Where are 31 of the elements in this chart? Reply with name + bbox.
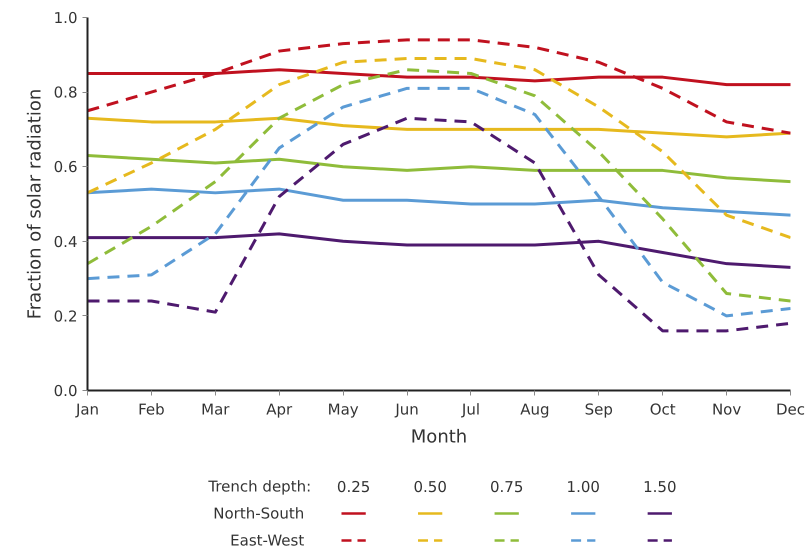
y-tick-label: 0.8 (54, 84, 78, 102)
y-tick-label: 0.2 (54, 307, 78, 326)
y-tick-label: 1.0 (54, 9, 78, 27)
y-axis-title: Fraction of solar radiation (24, 88, 46, 320)
x-axis-title: Month (410, 426, 468, 448)
y-tick-label: 0.6 (54, 158, 78, 176)
x-tick-label: Jan (74, 400, 100, 418)
x-tick-label: Dec (776, 400, 806, 418)
x-tick-label: Jun (394, 400, 419, 418)
x-tick-label: Nov (712, 400, 742, 418)
x-tick-label: Jul (460, 400, 480, 418)
text: 1.00 (566, 478, 600, 496)
x-tick-label: Feb (138, 400, 165, 418)
x-tick-label: Sep (584, 400, 613, 418)
text: East-West (230, 532, 304, 549)
x-tick-label: Mar (201, 400, 230, 418)
x-tick-label: Apr (266, 400, 294, 418)
x-tick-label: Aug (520, 400, 550, 418)
x-tick-label: May (328, 400, 359, 418)
line-series (88, 116, 790, 332)
text: 1.50 (643, 478, 676, 496)
text: 0.25 (336, 478, 370, 496)
text: 0.75 (490, 478, 524, 496)
legend-title: Trench depth: (207, 478, 312, 496)
y-tick-label: 0.0 (54, 382, 78, 400)
line-series (88, 57, 790, 240)
y-tick-label: 0.4 (54, 232, 78, 251)
text: North-South (213, 504, 304, 522)
line-series (88, 38, 790, 135)
x-tick-label: Oct (650, 400, 676, 418)
text: 0.50 (413, 478, 447, 496)
